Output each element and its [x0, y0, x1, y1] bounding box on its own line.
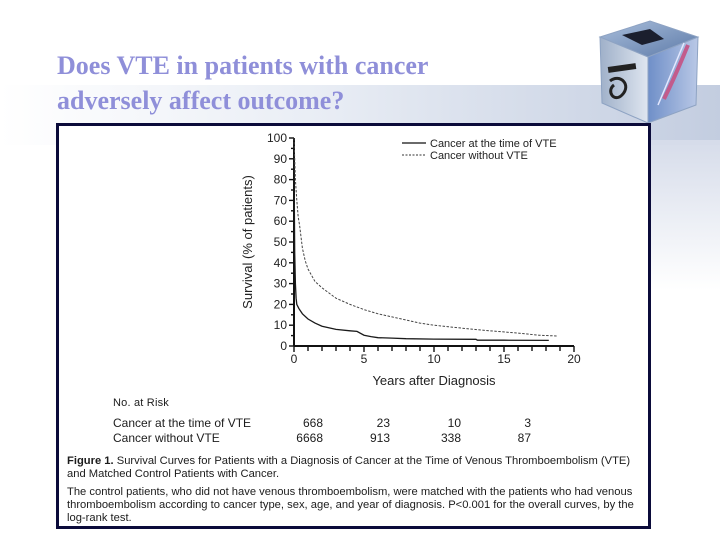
risk-row-vte: Cancer at the time of VTE 668 23 10 3	[113, 416, 593, 431]
figure-frame	[56, 123, 651, 529]
risk-value: 10	[447, 416, 461, 430]
risk-value: 913	[369, 431, 390, 445]
y-tick-label: 80	[274, 173, 288, 187]
y-tick-label: 70	[274, 193, 288, 207]
figure-caption-body: The control patients, who did not have v…	[67, 486, 634, 524]
risk-value: 23	[376, 416, 390, 430]
risk-row-label: Cancer without VTE	[113, 431, 220, 445]
y-tick-label: 30	[274, 277, 288, 291]
x-axis-label: Years after Diagnosis	[372, 373, 496, 388]
series-layer	[293, 137, 558, 342]
x-tick-label: 10	[427, 352, 441, 366]
slide-title: Does VTE in patients with cancer adverse…	[57, 48, 577, 118]
legend-label-vte: Cancer at the time of VTE	[430, 138, 557, 150]
medical-instruments-cube-icon	[598, 20, 700, 124]
x-tick-label: 5	[361, 352, 368, 366]
figure-caption-title: Figure 1. Survival Curves for Patients w…	[67, 455, 637, 481]
slide-title-line-2: adversely affect outcome?	[57, 86, 345, 115]
risk-value: 87	[517, 431, 531, 445]
slide-title-line-1: Does VTE in patients with cancer	[57, 51, 429, 80]
risk-row-no-vte: Cancer without VTE 6668 913 338 87	[113, 431, 593, 446]
y-tick-label: 100	[267, 131, 287, 145]
risk-row-label: Cancer at the time of VTE	[113, 416, 252, 430]
x-tick-label: 20	[567, 352, 581, 366]
y-tick-label: 90	[274, 152, 288, 166]
series-line-cancer-at-time-of-vte	[293, 137, 549, 342]
x-tick-label: 0	[291, 352, 298, 366]
y-tick-label: 40	[274, 256, 288, 270]
risk-table-heading: No. at Risk	[113, 397, 169, 409]
risk-value: 3	[524, 416, 531, 430]
y-tick-label: 0	[280, 339, 287, 353]
x-tick-label: 15	[497, 352, 511, 366]
y-axis-label: Survival (% of patients)	[240, 175, 255, 309]
legend: Cancer at the time of VTE Cancer without…	[402, 138, 557, 162]
y-tick-label: 10	[274, 318, 288, 332]
side-gradient	[650, 140, 720, 290]
y-tick-label: 60	[274, 214, 288, 228]
y-tick-label: 20	[274, 297, 288, 311]
y-tick-label: 50	[274, 235, 288, 249]
risk-value: 6668	[296, 431, 323, 445]
chart-axes: 0 10 20 30 40 50 60 70 80 90 100 0 5 10 15 20	[267, 131, 581, 366]
risk-value: 668	[302, 416, 323, 430]
risk-value: 338	[440, 431, 461, 445]
series-line-cancer-without-vte	[293, 137, 558, 337]
figure-number: Figure 1.	[67, 455, 114, 467]
figure-title: Survival Curves for Patients with a Diag…	[67, 455, 631, 480]
legend-label-no-vte: Cancer without VTE	[430, 150, 528, 162]
